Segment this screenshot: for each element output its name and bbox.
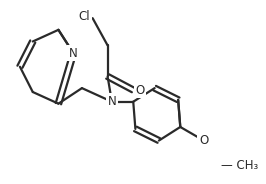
Text: N: N — [107, 95, 116, 108]
Text: — CH₃: — CH₃ — [221, 159, 258, 172]
Text: O: O — [135, 84, 145, 97]
Text: Cl: Cl — [79, 10, 90, 23]
Text: O: O — [199, 134, 209, 147]
Text: N: N — [69, 47, 78, 60]
